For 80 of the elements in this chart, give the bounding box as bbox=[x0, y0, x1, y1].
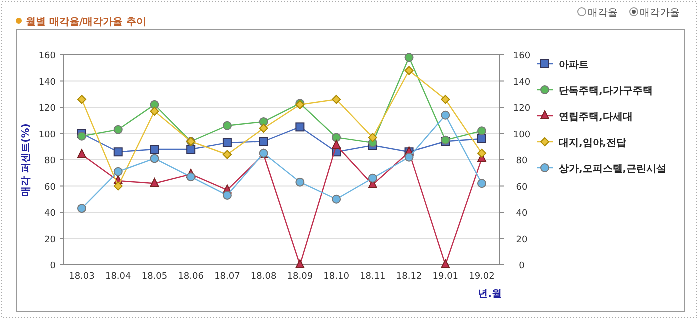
point bbox=[150, 106, 160, 116]
point bbox=[296, 178, 305, 187]
point bbox=[332, 133, 342, 142]
x-tick-label: 18.11 bbox=[360, 272, 386, 282]
y2-tick-label: 60 bbox=[516, 182, 528, 193]
text: 매각율 bbox=[588, 8, 618, 19]
x-tick-label: 18.06 bbox=[178, 272, 204, 282]
y2-tick-label: 100 bbox=[513, 130, 531, 140]
x-axis-title: 년.월 bbox=[478, 289, 502, 300]
point bbox=[114, 125, 123, 134]
text: 매각가율 bbox=[640, 8, 680, 19]
legend-label: 단독주택,다가구주택 bbox=[559, 86, 653, 97]
point bbox=[296, 122, 305, 132]
point bbox=[150, 178, 160, 188]
y2-tick-label: 0 bbox=[519, 262, 526, 272]
y2-tick-label: 20 bbox=[516, 235, 528, 246]
point bbox=[222, 138, 232, 148]
point bbox=[478, 126, 486, 136]
point bbox=[259, 124, 268, 133]
y-tick-label: 100 bbox=[38, 130, 56, 140]
point bbox=[368, 174, 378, 183]
point bbox=[78, 95, 86, 104]
point bbox=[478, 179, 486, 188]
y2-tick-label: 80 bbox=[516, 156, 528, 166]
point bbox=[404, 152, 414, 162]
point bbox=[332, 95, 342, 104]
point bbox=[259, 117, 268, 126]
point bbox=[114, 182, 123, 191]
y-tick-label: 40 bbox=[44, 209, 56, 219]
y2-tick-label: 120 bbox=[513, 104, 531, 114]
y2-tick-label: 160 bbox=[513, 52, 531, 62]
point bbox=[441, 260, 450, 268]
x-tick-label: 18.10 bbox=[324, 272, 350, 282]
point bbox=[114, 148, 123, 157]
point bbox=[478, 134, 486, 144]
x-tick-label: 18.03 bbox=[69, 272, 95, 282]
y-tick-label: 160 bbox=[38, 52, 56, 62]
y-tick-label: 60 bbox=[44, 182, 56, 193]
point bbox=[150, 154, 160, 164]
x-tick-label: 19.01 bbox=[432, 272, 459, 282]
y-axis-title: 매각 퍼센트(%) bbox=[21, 124, 32, 196]
point bbox=[332, 140, 342, 150]
y-tick-label: 80 bbox=[44, 156, 56, 166]
point bbox=[186, 172, 196, 182]
x-tick-label: 18.08 bbox=[250, 272, 277, 282]
x-tick-label: 19.02 bbox=[469, 272, 495, 282]
x-tick-label: 18.12 bbox=[396, 272, 422, 282]
point bbox=[478, 148, 486, 158]
point bbox=[404, 53, 414, 62]
point bbox=[222, 121, 232, 130]
x-tick-label: 18.05 bbox=[142, 272, 168, 282]
point bbox=[186, 145, 196, 154]
point bbox=[150, 145, 160, 154]
chart-title: 월별 매각율/매각가율 추이 bbox=[26, 17, 147, 28]
y-tick-label: 120 bbox=[38, 104, 56, 114]
point bbox=[259, 137, 268, 146]
x-tick-label: 18.04 bbox=[105, 272, 132, 282]
point bbox=[78, 149, 86, 158]
point bbox=[332, 194, 342, 204]
point bbox=[368, 133, 378, 142]
point bbox=[78, 132, 86, 141]
point bbox=[441, 110, 450, 120]
point bbox=[441, 95, 450, 104]
y-tick-label: 0 bbox=[50, 262, 56, 272]
point bbox=[222, 150, 232, 160]
y2-tick-label: 140 bbox=[513, 78, 531, 88]
point bbox=[222, 190, 232, 200]
legend-label: 상가,오피스텔,근린시설 bbox=[559, 164, 667, 175]
legend-label: 아파트 bbox=[559, 60, 589, 71]
point bbox=[296, 260, 305, 268]
point bbox=[404, 66, 414, 76]
y-tick-label: 140 bbox=[38, 78, 56, 88]
y-tick-label: 20 bbox=[44, 235, 56, 246]
x-tick-label: 18.07 bbox=[214, 272, 240, 282]
point bbox=[78, 204, 86, 214]
x-tick-label: 18.09 bbox=[287, 272, 314, 282]
legend-label: 연립주택,다세대 bbox=[559, 112, 633, 123]
point bbox=[114, 167, 123, 176]
y2-tick-label: 40 bbox=[516, 209, 528, 219]
legend-label: 대지,임야,전답 bbox=[559, 138, 627, 149]
